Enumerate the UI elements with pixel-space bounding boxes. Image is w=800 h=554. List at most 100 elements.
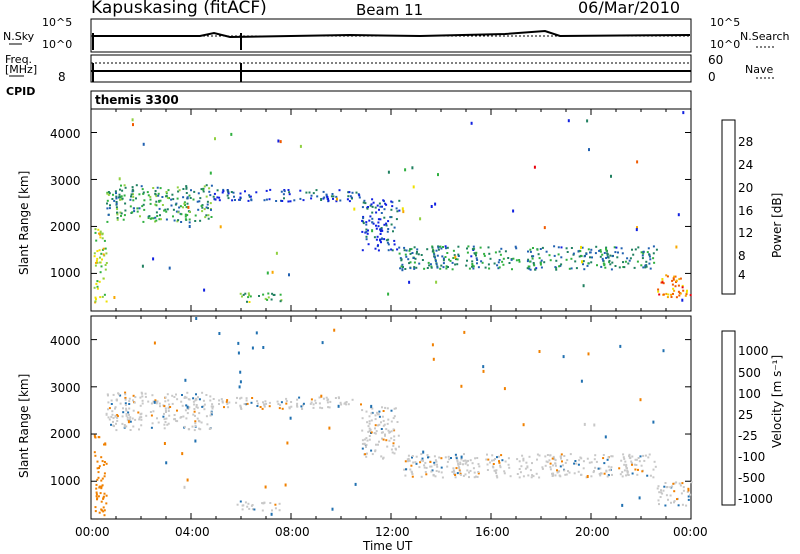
echo-cell (251, 504, 254, 506)
echo-cell (192, 198, 195, 201)
echo-cell (639, 455, 642, 458)
noise-cell (503, 387, 506, 391)
echo-cell (166, 208, 169, 211)
echo-cell (470, 255, 473, 258)
echo-cell (435, 460, 438, 463)
echo-cell (129, 198, 132, 201)
echo-cell (345, 403, 348, 406)
echo-cell (392, 230, 394, 233)
echo-cell (609, 254, 612, 257)
echo-cell (567, 470, 569, 473)
echo-cell (551, 457, 554, 460)
echo-cell (524, 467, 527, 470)
echo-cell (338, 397, 340, 400)
echo-cell (308, 191, 311, 194)
noise-cell (587, 352, 590, 356)
echo-cell (183, 201, 186, 204)
velocity-cbar-label: Velocity [m s⁻¹] (770, 354, 784, 448)
power-cbar-tick-4: 4 (738, 268, 746, 282)
echo-cell (120, 195, 123, 198)
echo-cell (394, 407, 397, 410)
echo-cell (625, 466, 628, 469)
echo-cell (365, 235, 368, 238)
echo-cell (376, 235, 379, 238)
echo-cell (140, 418, 143, 421)
echo-cell (361, 429, 364, 432)
echo-cell (371, 217, 374, 220)
echo-cell (380, 241, 382, 244)
echo-cell (192, 397, 195, 400)
echo-cell (107, 394, 109, 397)
echo-cell (446, 252, 449, 254)
echo-cell (98, 511, 101, 514)
echo-cell (526, 267, 529, 270)
echo-cell (142, 220, 145, 223)
echo-cell (496, 476, 499, 479)
echo-cell (456, 472, 459, 475)
echo-cell (396, 210, 399, 213)
echo-cell (536, 458, 538, 461)
echo-cell (521, 454, 524, 457)
echo-cell (210, 184, 213, 187)
echo-cell (580, 473, 582, 476)
echo-cell (139, 404, 142, 407)
echo-cell (152, 187, 155, 189)
echo-cell (380, 431, 383, 434)
echo-cell (431, 246, 434, 249)
echo-cell (319, 406, 322, 409)
echo-cell (173, 219, 176, 222)
noise-cell (203, 288, 206, 292)
echo-cell (288, 193, 291, 196)
echo-cell (216, 189, 219, 192)
echo-cell (459, 472, 462, 475)
noise-cell (183, 485, 186, 489)
echo-cell (185, 192, 188, 194)
noise-cell (401, 207, 404, 211)
echo-cell (583, 255, 586, 258)
echo-cell (361, 230, 364, 233)
echo-cell (454, 474, 457, 476)
echo-cell (436, 266, 439, 269)
echo-cell (409, 468, 412, 471)
echo-cell (378, 202, 381, 205)
echo-cell (471, 263, 474, 265)
echo-cell (364, 453, 367, 456)
noise-cell (277, 139, 280, 143)
echo-cell (605, 246, 608, 249)
echo-cell (227, 197, 230, 200)
echo-cell (494, 470, 497, 473)
echo-cell (679, 277, 682, 280)
echo-cell (601, 257, 604, 260)
echo-cell (409, 252, 412, 255)
cpid-value: themis 3300 (95, 93, 179, 107)
noise-cell (336, 197, 338, 201)
echo-cell (518, 260, 521, 263)
echo-cell (325, 194, 328, 197)
echo-cell (99, 256, 101, 259)
echo-cell (112, 393, 115, 396)
echo-cell (369, 204, 372, 207)
echo-cell (452, 257, 455, 259)
echo-cell (390, 248, 393, 251)
echo-cell (226, 399, 229, 402)
echo-cell (152, 217, 155, 220)
echo-cell (141, 399, 144, 402)
echo-cell (106, 207, 109, 210)
echo-cell (209, 202, 212, 205)
noise-cell (619, 344, 622, 348)
noise-cell (288, 273, 290, 277)
echo-cell (94, 510, 97, 513)
echo-cell (104, 442, 107, 445)
echo-cell (386, 241, 389, 244)
echo-cell (418, 466, 421, 469)
echo-cell (185, 186, 188, 189)
echo-cell (111, 410, 114, 413)
echo-cell (170, 204, 173, 207)
echo-cell (115, 201, 118, 203)
noise-cell (482, 369, 485, 373)
echo-cell (347, 191, 350, 194)
echo-cell (96, 261, 99, 264)
echo-cell (535, 472, 538, 475)
echo-cell (166, 196, 169, 199)
echo-cell (209, 414, 212, 417)
